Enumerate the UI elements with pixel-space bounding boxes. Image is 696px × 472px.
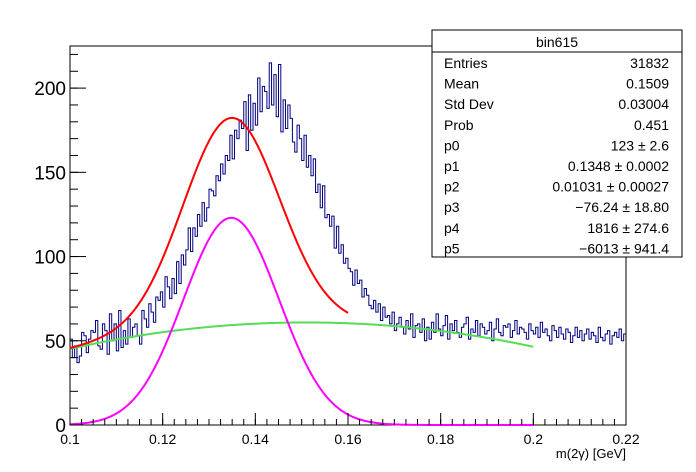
- stats-label: p0: [444, 137, 460, 153]
- stats-value: 0.1348 ± 0.0002: [568, 158, 669, 174]
- stats-label: Mean: [444, 76, 479, 92]
- stats-value: 0.03004: [618, 96, 669, 112]
- x-tick-label: 0.14: [242, 431, 269, 447]
- x-tick-label: 0.16: [334, 431, 361, 447]
- stats-label: p5: [444, 240, 460, 256]
- y-tick-label: 200: [34, 79, 66, 100]
- stats-label: Prob: [444, 117, 474, 133]
- stats-label: p1: [444, 158, 460, 174]
- x-tick-label: 0.2: [524, 431, 544, 447]
- x-tick-label: 0.12: [149, 431, 176, 447]
- stats-label: p3: [444, 199, 460, 215]
- y-tick-label: 50: [45, 332, 66, 353]
- stats-value: 1816 ± 274.6: [587, 220, 669, 236]
- stats-label: Entries: [444, 55, 488, 71]
- fit-curves-layer: [69, 116, 534, 426]
- stats-value: −6013 ± 941.4: [579, 240, 669, 256]
- stats-value: 123 ± 2.6: [611, 137, 669, 153]
- x-axis-label: m(2γ) [GeV]: [556, 446, 626, 461]
- stats-label: Std Dev: [444, 96, 494, 112]
- stats-box: bin615 Entries 31832 Mean 0.1509 Std Dev 0.03…: [431, 29, 683, 258]
- stats-value: 0.451: [634, 117, 669, 133]
- y-tick-label: 100: [34, 248, 66, 269]
- y-tick-label: 0: [55, 416, 66, 437]
- stats-value: −76.24 ± 18.80: [575, 199, 669, 215]
- histogram-layer: [70, 62, 626, 364]
- stats-label: p4: [444, 220, 460, 236]
- x-tick-label: 0.1: [60, 431, 80, 447]
- stats-value: 0.01031 ± 0.00027: [552, 179, 669, 195]
- signal-fit-curve: [69, 216, 534, 426]
- stats-rows: Entries 31832 Mean 0.1509 Std Dev 0.03004 Prob…: [444, 55, 669, 256]
- stats-value: 0.1509: [626, 76, 669, 92]
- background-fit-curve: [69, 321, 534, 350]
- histogram-steps: [70, 62, 626, 364]
- total-fit-curve: [69, 116, 349, 350]
- y-tick-label: 150: [34, 163, 66, 184]
- stats-label: p2: [444, 179, 460, 195]
- stats-box-title: bin615: [536, 34, 578, 50]
- stats-box-frame: [431, 29, 683, 258]
- stats-value: 31832: [630, 55, 669, 71]
- x-tick-label: 0.18: [427, 431, 454, 447]
- x-tick-label: 0.22: [612, 431, 639, 447]
- axes-layer: 0.1 0.12 0.14 0.16 0.18 0.2 0.22 0 50 100 150 200: [34, 53, 640, 447]
